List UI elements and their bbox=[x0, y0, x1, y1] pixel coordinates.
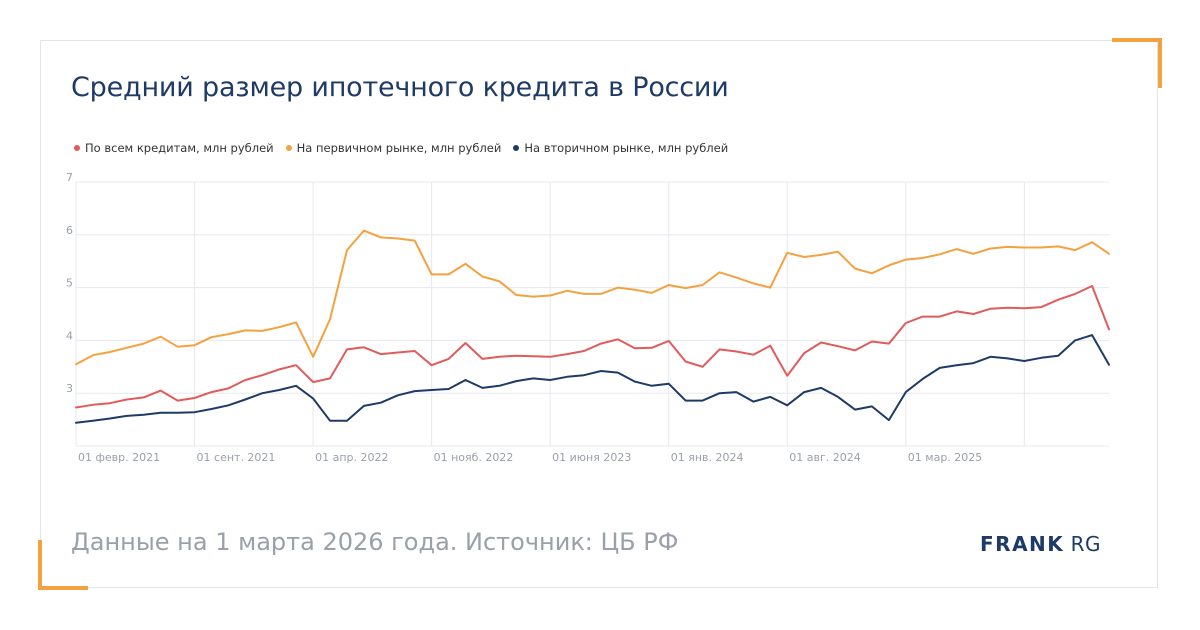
logo-word-rg: RG bbox=[1070, 532, 1102, 556]
chart-title: Средний размер ипотечного кредита в Росс… bbox=[71, 72, 729, 103]
series-line-0 bbox=[75, 285, 1110, 409]
legend-label-all-loans: По всем кредитам, млн рублей bbox=[85, 141, 274, 155]
legend-label-primary-market: На первичном рынке, млн рублей bbox=[296, 141, 502, 155]
y-tick-label: 3 bbox=[66, 382, 73, 395]
y-tick-label: 7 bbox=[66, 171, 73, 184]
y-tick-label: 5 bbox=[66, 277, 73, 290]
legend-item-primary-market[interactable]: На первичном рынке, млн рублей bbox=[285, 141, 502, 155]
corner-accent-top-right-vertical bbox=[1158, 38, 1162, 88]
legend-item-all-loans[interactable]: По всем кредитам, млн рублей bbox=[74, 141, 274, 155]
legend-label-secondary-market: На вторичном рынке, млн рублей bbox=[524, 141, 729, 155]
x-tick-label: 01 апр. 2022 bbox=[315, 451, 388, 464]
x-tick-label: 01 авг. 2024 bbox=[789, 451, 860, 464]
legend-dot-primary-market bbox=[285, 145, 292, 151]
corner-accent-bottom-left-vertical bbox=[38, 540, 42, 590]
chart-legend: По всем кредитам, млн рублей На первично… bbox=[74, 141, 728, 155]
card-frame bbox=[40, 40, 1158, 588]
legend-dot-secondary-market bbox=[513, 145, 520, 151]
corner-accent-bottom-left-horizontal bbox=[38, 586, 88, 590]
logo-word-frank: FRANK bbox=[980, 532, 1065, 556]
x-tick-label: 01 февр. 2021 bbox=[78, 451, 160, 464]
legend-dot-all-loans bbox=[74, 145, 80, 151]
x-tick-label: 01 нояб. 2022 bbox=[434, 451, 514, 464]
x-tick-label: 01 янв. 2024 bbox=[671, 451, 744, 464]
legend-item-secondary-market[interactable]: На вторичном рынке, млн рублей bbox=[513, 141, 728, 155]
series-line-2 bbox=[75, 334, 1110, 424]
corner-accent-top-right-horizontal bbox=[1112, 38, 1162, 42]
y-tick-label: 6 bbox=[66, 224, 73, 237]
x-tick-label: 01 сент. 2021 bbox=[197, 451, 276, 464]
source-footnote: Данные на 1 марта 2026 года. Источник: Ц… bbox=[71, 528, 679, 556]
y-tick-label: 4 bbox=[66, 329, 73, 342]
x-tick-label: 01 мар. 2025 bbox=[908, 451, 983, 464]
x-tick-label: 01 июня 2023 bbox=[552, 451, 631, 464]
series-line-1 bbox=[75, 229, 1110, 366]
brand-logo: FRANK RG bbox=[980, 532, 1101, 556]
